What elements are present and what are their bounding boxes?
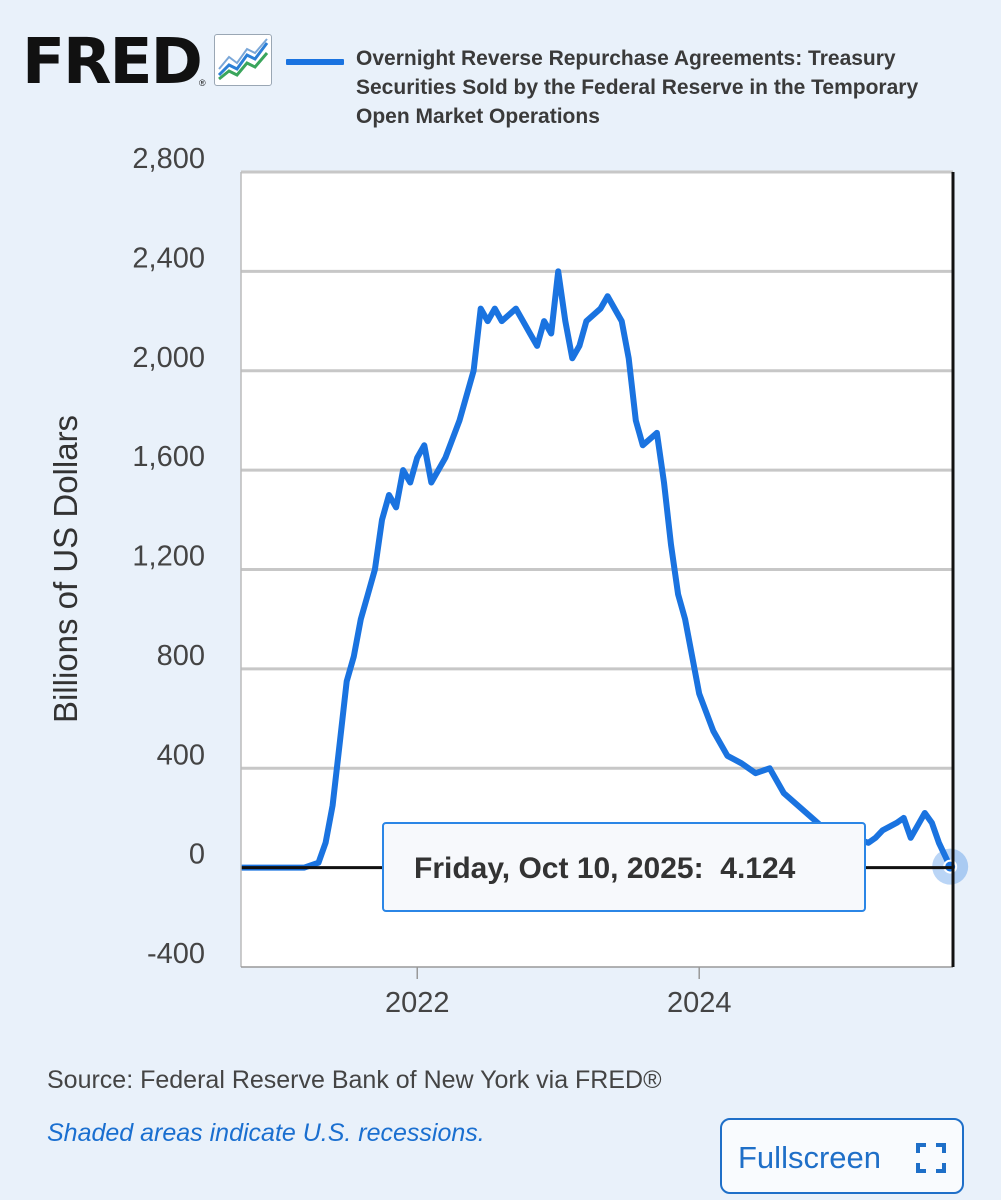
registered-mark: ®: [199, 78, 206, 88]
y-tick-label: 2,000: [132, 342, 205, 374]
series-title[interactable]: Overnight Reverse Repurchase Agreements:…: [356, 47, 919, 128]
y-tick-label: 1,600: [132, 441, 205, 473]
y-tick-label: 800: [157, 640, 205, 672]
y-tick-label: 400: [157, 739, 205, 771]
trend-lines-icon: [214, 34, 272, 86]
tooltip-date: Friday, Oct 10, 2025:: [414, 852, 704, 885]
x-tick-label: 2024: [667, 987, 732, 1019]
source-note: Source: Federal Reserve Bank of New York…: [47, 1066, 662, 1094]
y-tick-label: 0: [189, 839, 205, 871]
fullscreen-button[interactable]: Fullscreen: [720, 1118, 964, 1194]
y-axis-ticks: -400 0 400 800 1,200 1,600 2,000 2,400 2,800: [132, 143, 205, 970]
chart-header: FRED ® Overnight Reverse Repurchase Agre…: [0, 0, 1001, 150]
legend-swatch: [286, 59, 344, 65]
tooltip-value: 4.124: [720, 852, 796, 885]
gridlines: [241, 170, 953, 770]
fullscreen-label: Fullscreen: [738, 1140, 881, 1175]
y-tick-label: 1,200: [132, 541, 205, 573]
x-axis-ticks: 2022 2024: [385, 967, 731, 1019]
y-tick-label: 2,800: [132, 143, 205, 175]
fred-logo[interactable]: FRED: [22, 25, 203, 98]
fullscreen-icon: [916, 1143, 946, 1173]
y-tick-label: -400: [147, 938, 205, 970]
recession-note[interactable]: Shaded areas indicate U.S. recessions.: [47, 1119, 485, 1147]
x-tick-label: 2022: [385, 987, 450, 1019]
hover-tooltip: Friday, Oct 10, 2025: 4.124: [382, 822, 866, 912]
tooltip-text: Friday, Oct 10, 2025: 4.124: [414, 852, 795, 886]
y-tick-label: 2,400: [132, 242, 205, 274]
y-axis-label: Billions of US Dollars: [47, 415, 84, 723]
